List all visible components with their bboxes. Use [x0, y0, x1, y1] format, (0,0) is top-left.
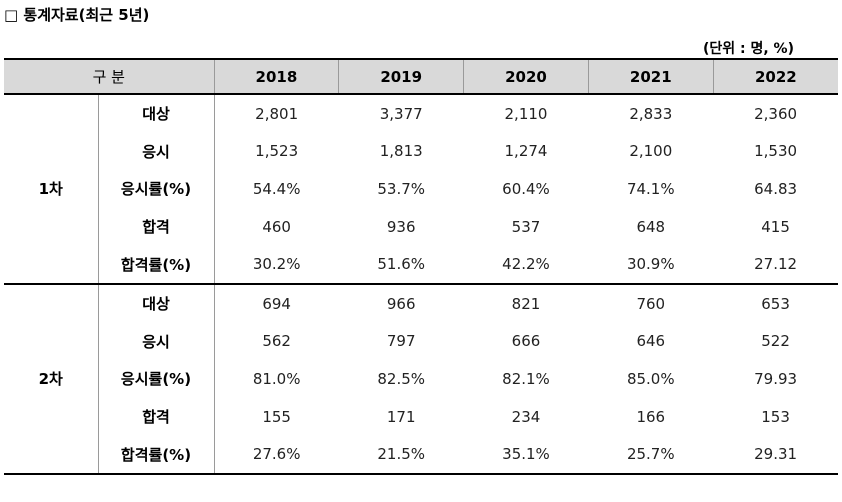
header-year: 2018 — [213, 58, 339, 95]
table-cell: 27.12 — [713, 245, 838, 285]
table-cell: 562 — [262, 332, 291, 351]
row-label: 응시 — [97, 132, 215, 171]
table-cell: 51.6% — [338, 245, 464, 285]
table-row: 응시률(%) 81.0% 82.5% 82.1% 85.0% 79.93 — [4, 360, 838, 398]
table-row: 1차 대상 2,801 3,377 2,110 2,833 2,360 — [4, 94, 838, 285]
row-label: 응시률(%) — [97, 170, 215, 208]
table-cell: 797 — [386, 332, 416, 351]
table-cell: 522 — [761, 332, 790, 351]
table-cell: 415 — [761, 217, 790, 236]
header-year: 2022 — [712, 58, 838, 95]
header-year: 2021 — [587, 58, 714, 95]
row-label: 합격 — [97, 397, 215, 436]
table-cell: 1,523 — [255, 142, 299, 161]
table-row: 합격률(%) 27.6% 21.5% 35.1% 25.7% 29.31 — [4, 435, 838, 475]
table-cell: 1,530 — [754, 142, 798, 161]
table-cell: 646 — [636, 332, 666, 351]
group-label: 1차 — [4, 94, 99, 285]
table-cell: 171 — [386, 407, 416, 426]
header-year: 2020 — [463, 58, 589, 95]
table-row: 응시률(%) 54.4% 53.7% 60.4% 74.1% 64.83 — [4, 170, 838, 208]
table-cell: 29.31 — [713, 435, 838, 475]
table-cell: 81.0% — [252, 369, 301, 388]
table-cell: 1,813 — [379, 142, 423, 161]
table-cell: 2,110 — [504, 104, 548, 123]
table-cell: 82.1% — [502, 369, 550, 388]
table-cell: 2,100 — [629, 142, 673, 161]
table-cell: 3,377 — [379, 104, 423, 123]
header-year: 2019 — [338, 58, 464, 95]
table-cell: 35.1% — [463, 435, 589, 475]
table-cell: 21.5% — [338, 435, 464, 475]
table-cell: 79.93 — [754, 369, 798, 388]
table-cell: 666 — [511, 332, 541, 351]
table-cell: 936 — [386, 217, 416, 236]
table-cell: 760 — [588, 283, 714, 323]
table-cell: 234 — [511, 407, 541, 426]
row-label: 합격 — [97, 207, 215, 246]
table-cell: 2,360 — [754, 104, 798, 123]
table-cell: 42.2% — [463, 245, 589, 285]
table-row: 합격 155 171 234 166 153 — [4, 397, 838, 436]
document-title: □ 통계자료(최근 5년) — [4, 6, 150, 24]
table-cell: 64.83 — [754, 179, 798, 198]
table-cell: 694 — [214, 283, 339, 323]
table-cell: 1,274 — [504, 142, 548, 161]
table-cell: 53.7% — [377, 179, 426, 198]
table-row: 합격률(%) 30.2% 51.6% 42.2% 30.9% 27.12 — [4, 245, 838, 285]
row-label: 응시률(%) — [97, 360, 215, 398]
table-cell: 460 — [262, 217, 291, 236]
table-cell: 153 — [761, 407, 790, 426]
row-label: 합격률(%) — [97, 435, 215, 475]
table-cell: 2,833 — [629, 104, 673, 123]
table-cell: 821 — [463, 283, 589, 323]
header-category-label: 구 분 — [4, 58, 214, 95]
table-row: 합격 460 936 537 648 415 — [4, 207, 838, 246]
table-cell: 537 — [511, 217, 541, 236]
table-body: 1차 대상 2,801 3,377 2,110 2,833 2,360 응시 1,523 1,81… — [4, 94, 838, 475]
table-cell: 85.0% — [626, 369, 675, 388]
table-cell: 60.4% — [502, 179, 550, 198]
table-cell: 30.2% — [214, 245, 339, 285]
table-cell: 27.6% — [214, 435, 339, 475]
table-row: 응시 1,523 1,813 1,274 2,100 1,530 — [4, 132, 838, 171]
table-cell: 25.7% — [588, 435, 714, 475]
row-label: 대상 — [97, 283, 215, 323]
table-cell: 30.9% — [588, 245, 714, 285]
table-row: 응시 562 797 666 646 522 — [4, 322, 838, 361]
table-row: 2차 대상 694 966 821 760 653 — [4, 283, 838, 475]
table-cell: 54.4% — [252, 179, 301, 198]
table-cell: 966 — [338, 283, 464, 323]
table-cell: 2,801 — [255, 104, 299, 123]
table-cell: 166 — [636, 407, 666, 426]
unit-note: (단위 : 명, %) — [702, 41, 794, 57]
statistics-table: 구 분 2018 2019 2020 2021 2022 1차 대상 2,801 3,… — [4, 58, 838, 475]
header-row: 구 분 2018 2019 2020 2021 2022 — [4, 58, 838, 95]
table-cell: 653 — [713, 283, 838, 323]
row-label: 대상 — [97, 94, 215, 133]
table-cell: 82.5% — [377, 369, 426, 388]
table-cell: 648 — [636, 217, 666, 236]
row-label: 응시 — [97, 322, 215, 361]
table-cell: 155 — [262, 407, 291, 426]
table-cell: 74.1% — [626, 179, 675, 198]
row-label: 합격률(%) — [97, 245, 215, 285]
group-label: 2차 — [4, 283, 99, 475]
